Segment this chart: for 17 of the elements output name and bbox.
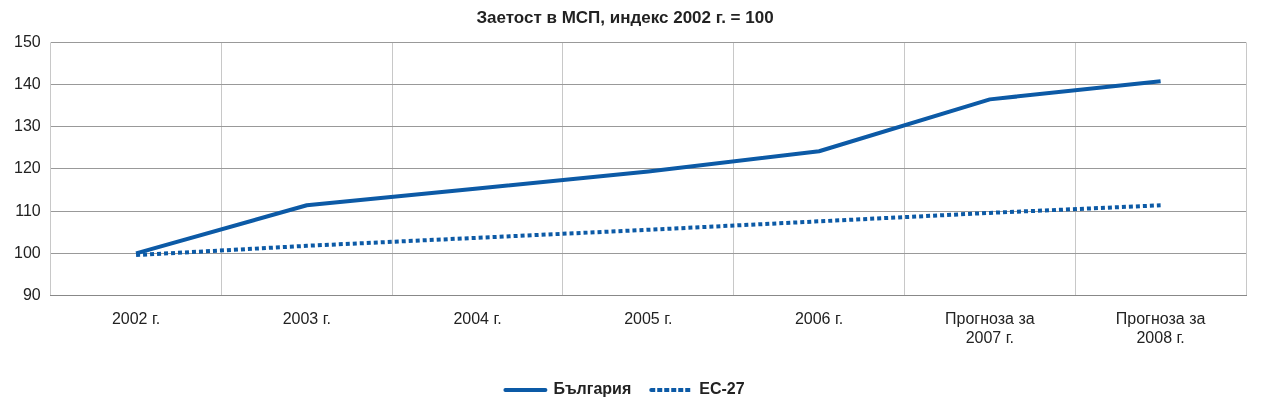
x-tick-label: 2005 г. xyxy=(624,309,673,327)
chart-title: Заетост в МСП, индекс 2002 г. = 100 xyxy=(476,7,774,27)
x-tick-label: 2004 г. xyxy=(453,309,502,327)
y-tick-label: 100 xyxy=(13,243,41,261)
y-tick-label: 110 xyxy=(15,201,41,219)
y-tick-label: 90 xyxy=(22,286,41,304)
legend-label: ЕС-27 xyxy=(699,380,745,398)
x-tick-label: 2006 г. xyxy=(794,309,844,327)
x-tick-label: Прогноза за 2008 г. xyxy=(1115,309,1206,346)
y-tick-label: 130 xyxy=(13,117,41,135)
y-tick-label: 120 xyxy=(13,159,41,177)
y-tick-label: 140 xyxy=(13,75,41,93)
x-tick-label: 2003 г. xyxy=(282,309,332,327)
legend-label: България xyxy=(553,380,632,398)
y-tick-label: 150 xyxy=(13,32,41,50)
x-tick-label: Прогноза за 2007 г. xyxy=(945,309,1035,346)
x-tick-label: 2002 г. xyxy=(111,309,161,327)
